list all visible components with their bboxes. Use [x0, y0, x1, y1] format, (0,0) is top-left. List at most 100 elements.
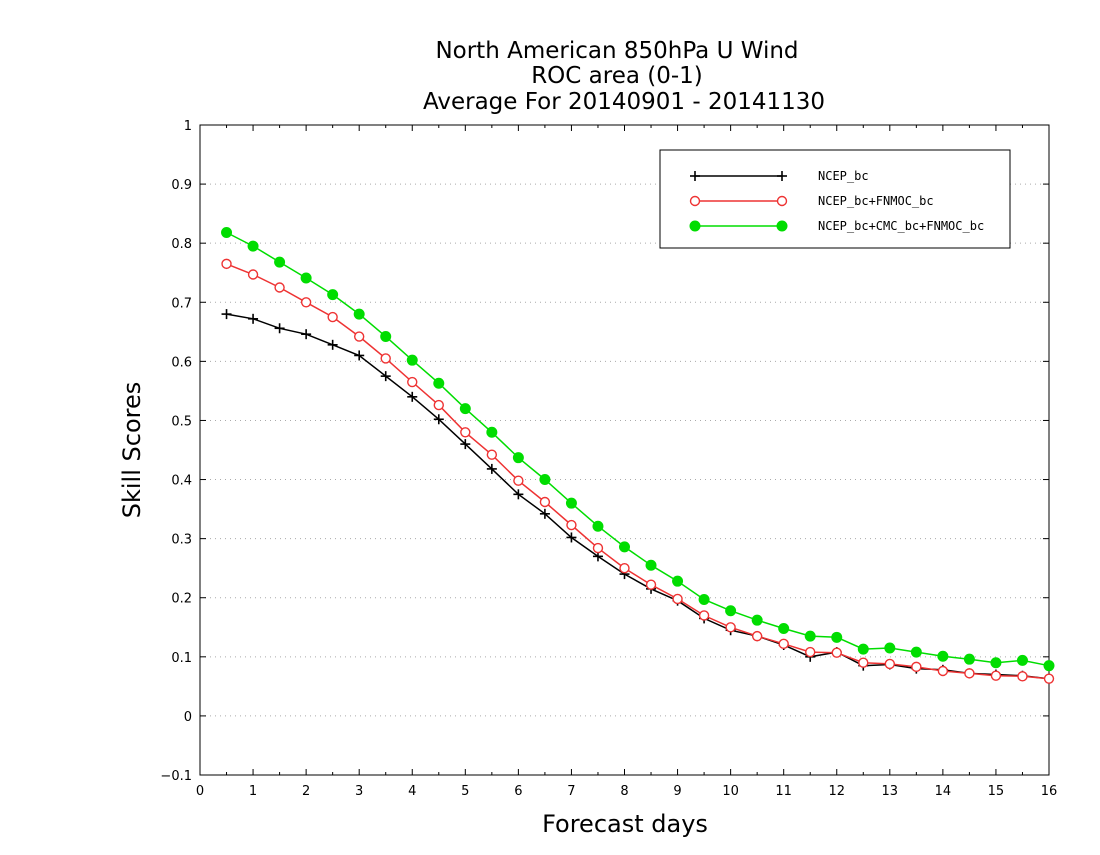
- series-3: [221, 227, 1055, 672]
- data-point: [672, 575, 684, 587]
- x-tick-label: 12: [828, 784, 845, 799]
- x-axis-title: Forecast days: [542, 810, 708, 838]
- axis-ticks: 0 1 2 3 4 5 6 7 8 9 10 11 12 13 14 15 16−0.100.10.20.30.…: [160, 119, 1057, 799]
- legend-marker: [777, 171, 787, 181]
- series-lines: [221, 227, 1055, 684]
- x-tick-label: 6: [514, 784, 522, 799]
- data-point: [539, 496, 551, 508]
- data-point: [645, 559, 657, 571]
- data-point: [486, 449, 498, 460]
- data-point: [963, 653, 975, 665]
- data-point: [380, 371, 391, 382]
- data-point: [433, 377, 445, 389]
- legend-item: NCEP_bc: [690, 169, 869, 183]
- data-point: [910, 646, 922, 658]
- data-point: [327, 311, 338, 323]
- legend-label: NCEP_bc+CMC_bc+FNMOC_bc: [818, 219, 984, 233]
- data-point: [672, 593, 683, 605]
- data-point: [778, 622, 790, 634]
- gridlines: [200, 183, 1049, 717]
- series-line: [226, 231, 1050, 667]
- legend-marker: [689, 195, 701, 207]
- y-tick-label: 0.4: [171, 474, 192, 489]
- data-point: [407, 376, 418, 388]
- series-line: [226, 263, 1050, 680]
- x-tick-label: 15: [988, 784, 1005, 799]
- chart-title: North American 850hPa U Wind ROC area (0…: [423, 38, 825, 115]
- x-tick-label: 14: [935, 784, 952, 799]
- data-point: [460, 439, 471, 450]
- data-point: [990, 657, 1002, 669]
- data-point: [565, 497, 577, 509]
- x-tick-label: 2: [302, 784, 310, 799]
- data-point: [592, 542, 604, 554]
- x-tick-label: 0: [196, 784, 204, 799]
- data-point: [592, 520, 604, 532]
- y-tick-label: 0.6: [171, 355, 192, 370]
- y-tick-label: −0.1: [160, 769, 192, 784]
- data-point: [380, 331, 392, 343]
- data-point: [512, 452, 524, 464]
- data-point: [380, 353, 391, 364]
- data-point: [433, 399, 444, 411]
- legend-item: NCEP_bc+FNMOC_bc: [689, 194, 934, 208]
- x-tick-label: 16: [1041, 784, 1058, 799]
- data-point: [964, 668, 975, 679]
- data-point: [884, 642, 896, 654]
- data-point: [725, 605, 737, 617]
- data-point: [300, 297, 312, 308]
- data-point: [327, 289, 339, 301]
- legend: NCEP_bc NCEP_bc+FNMOC_bc NCEP_bc+CMC_bc+FN…: [659, 149, 1011, 249]
- y-axis-title: Skill Scores: [118, 382, 146, 519]
- legend-marker: [776, 195, 788, 207]
- data-point: [698, 594, 710, 605]
- legend-item: NCEP_bc+CMC_bc+FNMOC_bc: [689, 219, 984, 233]
- data-point: [831, 631, 843, 643]
- data-point: [406, 354, 418, 366]
- x-tick-label: 4: [408, 784, 416, 799]
- data-point: [221, 227, 233, 239]
- data-point: [486, 426, 498, 438]
- data-point: [248, 313, 259, 324]
- x-tick-label: 1: [249, 784, 257, 799]
- title-line-3: Average For 20140901 - 20141130: [423, 89, 825, 115]
- data-point: [353, 308, 365, 320]
- data-point: [725, 622, 736, 633]
- data-point: [247, 240, 259, 252]
- x-tick-label: 11: [775, 784, 792, 799]
- legend-label: NCEP_bc+FNMOC_bc: [818, 194, 934, 208]
- data-point: [539, 508, 550, 519]
- data-point: [460, 427, 471, 438]
- data-point: [566, 532, 577, 543]
- data-point: [884, 658, 896, 670]
- data-point: [911, 661, 922, 673]
- legend-marker: [776, 220, 788, 232]
- x-tick-label: 13: [882, 784, 899, 799]
- data-point: [857, 643, 869, 655]
- data-point: [459, 403, 471, 415]
- y-tick-label: 0.8: [171, 237, 192, 252]
- data-point: [354, 350, 365, 361]
- data-point: [619, 541, 630, 553]
- data-point: [274, 323, 285, 334]
- data-point: [804, 630, 816, 642]
- y-tick-label: 0.7: [171, 296, 192, 311]
- data-point: [645, 579, 657, 590]
- data-point: [433, 414, 444, 425]
- data-point: [990, 670, 1002, 681]
- title-line-1: North American 850hPa U Wind: [435, 38, 798, 64]
- data-point: [327, 339, 338, 350]
- x-tick-label: 3: [355, 784, 363, 799]
- data-point: [778, 638, 789, 650]
- data-point: [937, 650, 949, 662]
- y-tick-label: 0.9: [171, 178, 192, 193]
- series-2: [221, 258, 1055, 684]
- legend-box: [659, 149, 1011, 249]
- data-point: [513, 475, 524, 486]
- data-point: [698, 610, 710, 621]
- data-point: [619, 562, 630, 574]
- title-line-2: ROC area (0-1): [531, 63, 703, 89]
- data-point: [301, 329, 312, 340]
- series-1: [221, 309, 1054, 684]
- data-point: [221, 258, 232, 270]
